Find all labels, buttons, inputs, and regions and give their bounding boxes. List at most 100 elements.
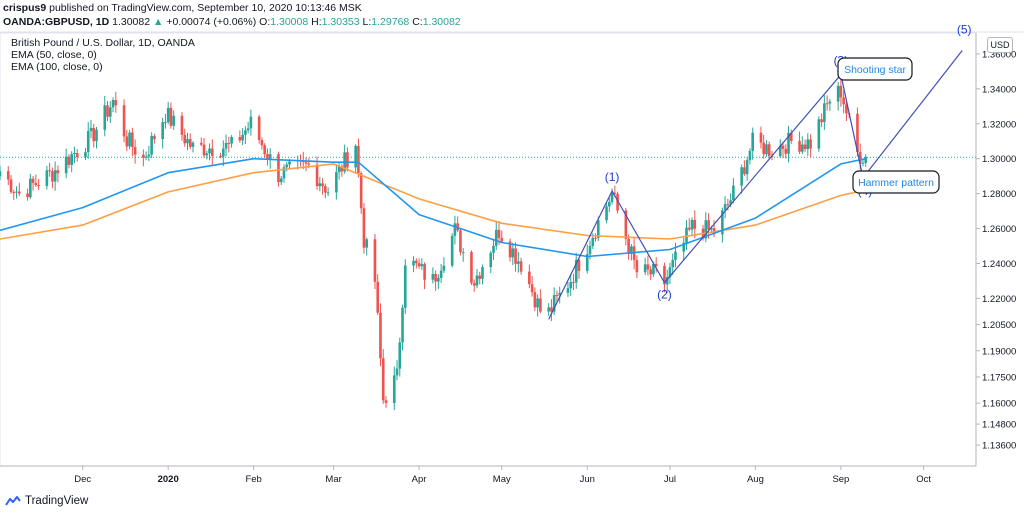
legend-ema50[interactable]: EMA (50, close, 0) xyxy=(11,49,97,61)
candle-up xyxy=(665,269,669,294)
candle-body xyxy=(566,288,570,293)
candle-body xyxy=(652,263,655,275)
candle-body xyxy=(569,282,573,289)
candle-body xyxy=(128,132,131,147)
candle-body xyxy=(823,103,826,123)
candle-body xyxy=(668,267,672,278)
tradingview-brand[interactable]: TradingView xyxy=(25,495,89,507)
candle-body xyxy=(489,252,493,268)
legend-title: British Pound / U.S. Dollar, 1D, OANDA xyxy=(11,37,195,49)
candle-down xyxy=(142,149,145,167)
candle-up xyxy=(817,116,821,152)
candle-up xyxy=(558,286,561,304)
candle-down xyxy=(376,274,380,316)
candle-body xyxy=(591,237,595,247)
candle-body xyxy=(384,400,388,403)
candle-body xyxy=(103,105,107,130)
candle-down xyxy=(183,128,187,147)
candle-up xyxy=(398,337,402,377)
candle-body xyxy=(95,129,98,142)
candle-up xyxy=(241,128,244,146)
y-tick-label: 1.30000 xyxy=(982,154,1016,165)
ema100-line xyxy=(0,163,866,240)
candle-body xyxy=(210,148,214,156)
candle-up xyxy=(249,109,253,136)
candle-up xyxy=(864,154,868,167)
candle-body xyxy=(172,115,176,126)
candle-body xyxy=(674,251,677,260)
candle-body xyxy=(45,170,49,186)
x-tick-label: Oct xyxy=(916,474,931,485)
candle-body xyxy=(164,122,167,124)
candle-up xyxy=(745,156,749,181)
candle-body xyxy=(536,298,539,308)
candle-down xyxy=(856,107,859,157)
candle-down xyxy=(51,167,54,189)
candle-body xyxy=(743,167,746,175)
open-label: O: xyxy=(259,16,271,28)
y-tick-label: 1.13600 xyxy=(982,441,1016,452)
candle-up xyxy=(166,101,170,125)
candle-body xyxy=(635,260,639,273)
candle-body xyxy=(550,307,553,312)
candle-body xyxy=(219,155,222,157)
candle-up xyxy=(186,132,189,151)
chart-legend: British Pound / U.S. Dollar, 1D, OANDA E… xyxy=(11,37,195,73)
plot-area[interactable] xyxy=(0,32,977,467)
candle-down xyxy=(357,138,360,178)
author-name[interactable]: crispus9 xyxy=(3,2,47,14)
candle-down xyxy=(48,162,51,177)
candle-down xyxy=(381,349,385,404)
candle-up xyxy=(144,151,148,161)
candle-up xyxy=(395,360,399,381)
candle-body xyxy=(417,263,421,267)
candle-body xyxy=(828,101,832,104)
candle-up xyxy=(442,257,446,274)
candle-down xyxy=(131,127,134,157)
candle-down xyxy=(56,165,60,183)
elliott-wave-drawing[interactable]: (1)(2)(3)(4)(5) xyxy=(548,22,972,320)
candle-body xyxy=(244,130,247,135)
candle-up xyxy=(682,237,686,261)
low-label: L: xyxy=(362,16,372,28)
callouts[interactable]: Shooting star Hammer pattern xyxy=(837,57,940,194)
candle-down xyxy=(533,287,537,312)
candle-down xyxy=(825,95,829,111)
candle-body xyxy=(92,127,96,142)
candle-down xyxy=(31,175,35,191)
candle-down xyxy=(379,303,382,367)
candle-body xyxy=(337,166,341,173)
candle-up xyxy=(53,161,57,191)
candle-body xyxy=(434,274,437,282)
candle-down xyxy=(321,177,324,195)
candle-down xyxy=(263,143,266,158)
candle-down xyxy=(803,139,807,152)
y-axis-ticks: 1.36000 1.34000 1.32000 1.30000 1.28000 1.260… xyxy=(976,49,1016,452)
candle-down xyxy=(508,238,512,262)
symbol-name: OANDA:GBPUSD, 1D xyxy=(3,16,110,28)
candle-body xyxy=(723,204,727,211)
wave-path xyxy=(548,73,864,320)
candle-up xyxy=(161,117,164,149)
candle-up xyxy=(605,203,608,224)
candle-body xyxy=(321,183,324,187)
y-tick-label: 1.36000 xyxy=(982,49,1016,60)
candle-down xyxy=(199,137,203,147)
candle-body xyxy=(472,283,476,286)
candle-body xyxy=(279,178,283,183)
candle-down xyxy=(842,90,845,114)
candle-body xyxy=(864,156,868,163)
candle-body xyxy=(494,229,498,246)
candle-body xyxy=(481,267,484,279)
low-value: 1.29768 xyxy=(371,16,410,28)
wave-label: (1) xyxy=(605,170,620,184)
candle-body xyxy=(861,162,865,164)
candle-body xyxy=(588,246,592,255)
candle-body xyxy=(153,135,156,140)
legend-ema100[interactable]: EMA (100, close, 0) xyxy=(11,61,103,73)
y-tick-label: 1.17500 xyxy=(982,372,1016,383)
candle-down xyxy=(500,230,504,244)
currency-badge[interactable]: USD xyxy=(987,37,1013,53)
candle-up xyxy=(461,248,465,262)
